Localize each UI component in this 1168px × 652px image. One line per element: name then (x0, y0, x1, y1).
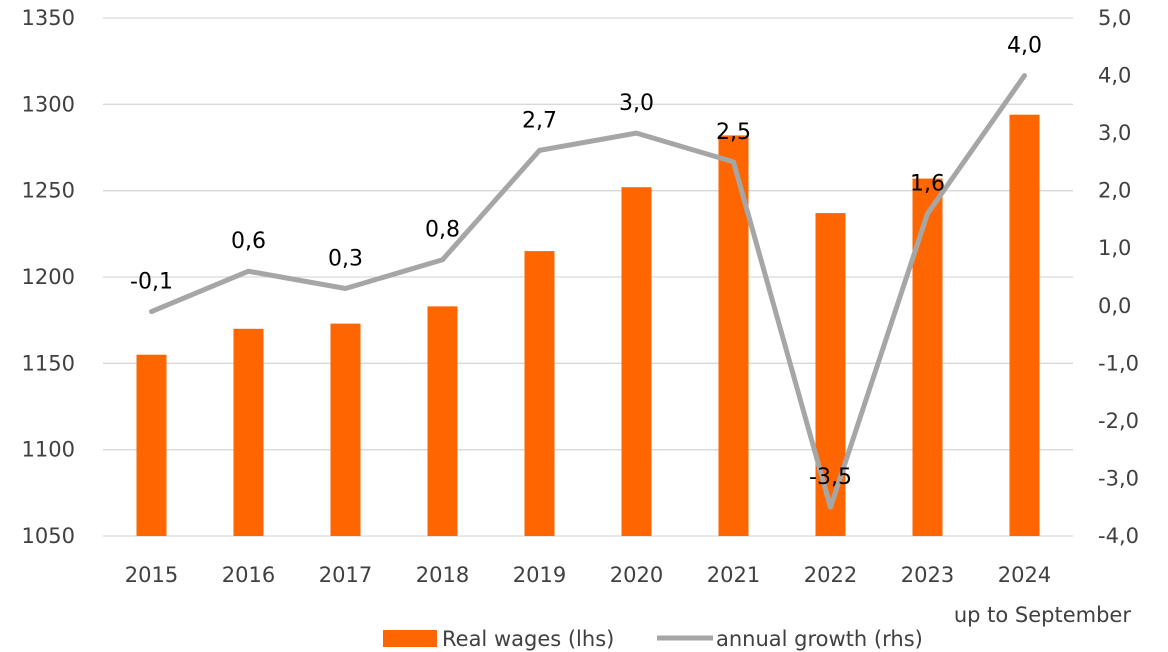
line-annual-growth (149, 73, 1027, 510)
bar-series (136, 114, 1040, 537)
x-tick-label: 2023 (901, 563, 954, 587)
data-labels: -0,1 0,6 0,3 0,8 2,7 3,0 2,5 -3,5 1,6 4,0 (130, 34, 1042, 491)
bar-real-wages (233, 328, 264, 536)
legend-swatch-real-wages (383, 630, 437, 647)
x-tick-label: 2017 (319, 563, 372, 587)
bar-real-wages (912, 178, 943, 536)
x-tick-label: 2020 (610, 563, 663, 587)
gridlines (103, 17, 1073, 537)
right-tick-label: -4,0 (1098, 524, 1139, 548)
right-tick-label: 3,0 (1098, 121, 1131, 145)
right-tick-label: 2,0 (1098, 179, 1131, 203)
growth-data-label: 0,3 (328, 247, 363, 272)
growth-data-label: 1,6 (910, 172, 945, 197)
bar-real-wages (524, 251, 555, 536)
x-tick-label: 2019 (513, 563, 566, 587)
x-tick-label: 2021 (707, 563, 760, 587)
x-tick-label: 2022 (804, 563, 857, 587)
right-tick-label: -3,0 (1098, 466, 1139, 490)
legend-label-annual-growth: annual growth (rhs) (716, 627, 923, 651)
growth-data-label: -0,1 (130, 270, 173, 295)
bar-real-wages (621, 187, 652, 537)
legend-label-real-wages: Real wages (lhs) (442, 627, 614, 651)
bar-real-wages (330, 323, 361, 536)
x-axis: 2015 2016 2017 2018 2019 2020 2021 2022 2023 2024 (125, 563, 1051, 587)
right-axis: -4,0 -3,0 -2,0 -1,0 0,0 1,0 2,0 3,0 4,0 5,0 (1098, 6, 1139, 548)
x-axis-note: up to September (954, 603, 1132, 627)
legend: Real wages (lhs) annual growth (rhs) (383, 627, 923, 651)
left-tick-label: 1250 (22, 179, 75, 203)
bar-real-wages (136, 354, 167, 536)
left-tick-label: 1150 (22, 351, 75, 375)
left-tick-label: 1100 (22, 438, 75, 462)
x-tick-label: 2024 (998, 563, 1051, 587)
growth-data-label: 0,6 (231, 229, 266, 254)
x-tick-label: 2016 (222, 563, 275, 587)
left-tick-label: 1350 (22, 6, 75, 30)
bar-real-wages (1009, 114, 1040, 537)
growth-data-label: 2,5 (716, 120, 751, 145)
right-tick-label: 1,0 (1098, 236, 1131, 260)
left-tick-label: 1200 (22, 265, 75, 289)
growth-data-label: -3,5 (809, 465, 852, 490)
growth-data-label: 0,8 (425, 218, 460, 243)
left-tick-label: 1300 (22, 92, 75, 116)
growth-data-label: 4,0 (1007, 34, 1042, 59)
x-tick-label: 2018 (416, 563, 469, 587)
left-tick-label: 1050 (22, 524, 75, 548)
left-axis: 1050 1100 1150 1200 1250 1300 1350 (22, 6, 75, 548)
right-tick-label: -2,0 (1098, 409, 1139, 433)
right-tick-label: -1,0 (1098, 351, 1139, 375)
bar-real-wages (427, 306, 458, 536)
right-tick-label: 4,0 (1098, 64, 1131, 88)
growth-data-label: 2,7 (522, 108, 557, 133)
line-series (149, 73, 1027, 510)
x-tick-label: 2015 (125, 563, 178, 587)
right-tick-label: 0,0 (1098, 294, 1131, 318)
right-tick-label: 5,0 (1098, 6, 1131, 30)
growth-data-label: 3,0 (619, 91, 654, 116)
